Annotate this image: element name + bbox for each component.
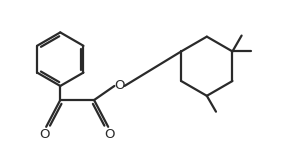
Text: O: O: [104, 128, 115, 141]
Text: O: O: [39, 128, 50, 141]
Text: O: O: [114, 80, 125, 92]
